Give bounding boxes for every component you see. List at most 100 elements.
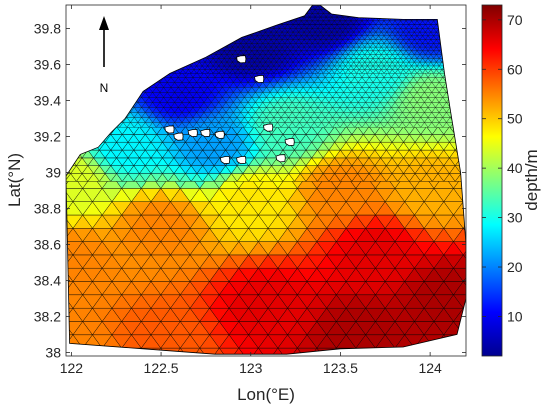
mesh-cell [66, 134, 77, 143]
mesh-cell [454, 126, 466, 135]
mesh-cell [69, 58, 76, 63]
mesh-cell [86, 31, 93, 36]
mesh-cell [94, 20, 101, 25]
mesh-cell [83, 20, 90, 25]
mesh-cell [127, 69, 134, 74]
mesh-cell [77, 16, 85, 22]
mesh-cell [135, 61, 142, 67]
mesh-cell [472, 77, 479, 82]
mesh-cell [66, 43, 74, 48]
mesh-cell [152, 16, 159, 21]
mesh-cell [86, 35, 93, 40]
mesh-cell [455, 35, 462, 40]
mesh-cell [174, 20, 181, 25]
mesh-cell [132, 28, 140, 33]
mesh-cell [108, 61, 115, 67]
mesh-cell [69, 16, 76, 21]
mesh-cell [105, 46, 112, 52]
mesh-cell [115, 87, 124, 93]
mesh-cell [78, 112, 87, 118]
mesh-cell [94, 16, 101, 22]
mesh-cell [463, 24, 466, 29]
mesh-cell [457, 87, 466, 93]
mesh-cell [94, 50, 101, 55]
mesh-cell [80, 39, 87, 44]
mesh-cell [111, 92, 120, 98]
mesh-cell [135, 50, 142, 55]
mesh-cell [267, 20, 275, 25]
mesh-cell [152, 54, 159, 59]
mesh-cell [453, 97, 462, 103]
mesh-cell [144, 13, 151, 18]
mesh-cell [146, 54, 153, 59]
mesh-cell [108, 87, 117, 93]
mesh-cell [237, 20, 244, 25]
mesh-cell [141, 82, 150, 88]
mesh-cell [105, 16, 112, 22]
mesh-cell [193, 46, 200, 52]
mesh-cell [75, 58, 82, 63]
mesh-cell [115, 112, 124, 118]
mesh-cell [166, 58, 173, 63]
mesh-cell [179, 50, 187, 55]
mesh-cell [149, 61, 156, 67]
mesh-cell [146, 16, 153, 21]
mesh-cell [144, 50, 151, 55]
mesh-cell [66, 54, 71, 59]
mesh-cell [110, 31, 118, 37]
mesh-cell [427, 16, 435, 21]
mesh-cell [447, 28, 454, 33]
mesh-cell [121, 35, 129, 40]
mesh-cell [185, 16, 192, 21]
mesh-cell [199, 35, 206, 40]
mesh-cell [75, 54, 82, 59]
mesh-cell [57, 122, 64, 127]
mesh-cell [157, 39, 165, 44]
mesh-cell [444, 50, 451, 55]
mesh-cell [185, 58, 192, 63]
mesh-cell [245, 28, 253, 33]
mesh-cell [358, 13, 366, 18]
mesh-cell [177, 24, 184, 29]
mesh-cell [50, 77, 57, 82]
mesh-cell [111, 107, 120, 113]
mesh-cell [475, 58, 481, 62]
mesh-cell [97, 31, 104, 36]
mesh-cell [207, 35, 214, 40]
mesh-cell [174, 58, 181, 63]
mesh-cell [416, 13, 423, 18]
mesh-cell [168, 50, 176, 55]
mesh-cell [82, 72, 91, 78]
mesh-cell [179, 31, 187, 36]
mesh-cell [135, 54, 142, 59]
mesh-cell [75, 134, 89, 143]
mesh-cell [457, 92, 466, 98]
mesh-cell [262, 13, 269, 18]
mesh-cell [66, 77, 73, 83]
mesh-cell [229, 16, 236, 21]
mesh-cell [460, 141, 466, 151]
mesh-cell [77, 46, 85, 52]
mesh-cell [99, 65, 107, 70]
mesh-cell [66, 43, 71, 48]
mesh-cell [458, 65, 465, 70]
mesh-cell [149, 39, 156, 44]
mesh-cell [83, 28, 90, 33]
mesh-cell [460, 157, 466, 167]
mesh-cell [146, 65, 153, 70]
mesh-cell [452, 24, 459, 29]
mesh-cell [160, 24, 167, 29]
mesh-cell [146, 50, 153, 55]
mesh-cell [144, 77, 153, 83]
mesh-cell [75, 20, 82, 25]
mesh-cell [66, 117, 69, 123]
mesh-cell [204, 16, 211, 22]
mesh-cell [137, 77, 146, 83]
mesh-cell [469, 92, 476, 97]
mesh-cell [446, 82, 455, 88]
mesh-cell [447, 58, 454, 63]
mesh-cell [116, 69, 123, 74]
mesh-cell [290, 13, 297, 18]
mesh-cell [77, 28, 85, 33]
mesh-cell [276, 13, 283, 18]
